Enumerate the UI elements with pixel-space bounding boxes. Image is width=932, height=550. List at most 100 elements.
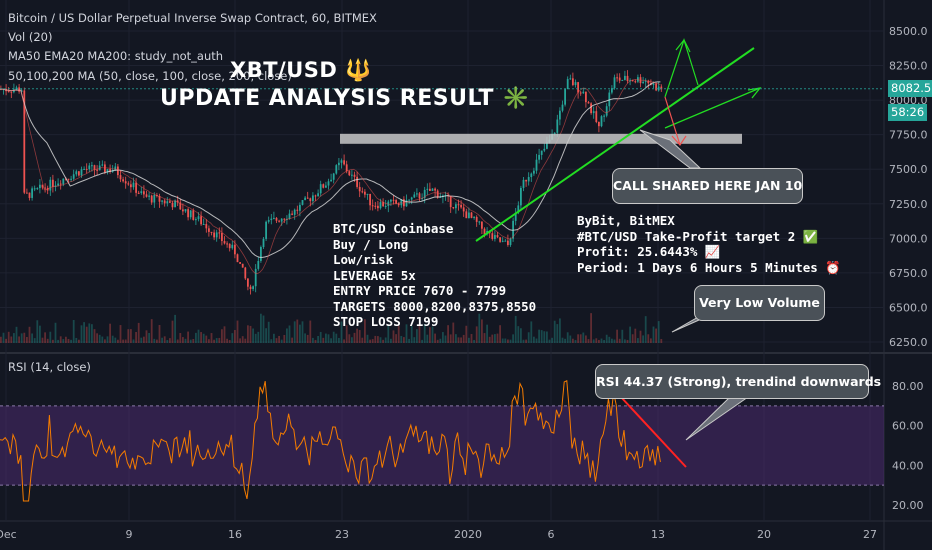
volume-bar [533, 336, 535, 343]
volume-bar [187, 331, 189, 343]
profit-note-line: Period: 1 Days 6 Hours 5 Minutes ⏰ [577, 259, 841, 275]
candle-body [618, 77, 621, 81]
volume-bar [572, 338, 574, 343]
volume-bar [403, 337, 405, 343]
volume-bar [234, 329, 236, 343]
candle-body [122, 179, 124, 182]
volume-bar [611, 338, 613, 343]
candle-body [117, 166, 119, 176]
volume-bar [85, 326, 88, 343]
volume-bar [475, 326, 478, 343]
candle-body [364, 191, 366, 195]
profit-note-line: ByBit, BitMEX [577, 213, 675, 228]
volume-bar [327, 334, 330, 343]
volume-bar [143, 336, 145, 343]
candle-body [265, 221, 267, 239]
volume-bar [613, 339, 616, 343]
candle-body [343, 160, 345, 165]
volume-bar [309, 320, 312, 343]
candle-body [496, 235, 499, 238]
candle-body [254, 268, 257, 287]
candle-body [384, 205, 387, 207]
price-tick-label: 7750.0 [889, 129, 928, 142]
resistance-zone [340, 133, 742, 144]
volume-bar [96, 333, 98, 343]
candle-body [124, 181, 127, 184]
ema-line [0, 79, 661, 275]
volume-bar [10, 336, 13, 343]
volume-bar [208, 339, 210, 343]
candle-body [314, 195, 317, 197]
volume-bar [236, 320, 239, 343]
time-tick-label: Dec [0, 528, 17, 541]
support-trendline [475, 47, 755, 242]
volume-bar [244, 338, 247, 343]
volume-bar [140, 337, 143, 343]
candle-body [431, 188, 434, 191]
candle-body [72, 174, 75, 179]
volume-bar [78, 339, 80, 343]
candle-body [468, 212, 470, 219]
volume-bar [52, 339, 54, 343]
volume-bar [397, 326, 400, 343]
volume-bar [426, 334, 429, 343]
volume-bar [390, 338, 392, 343]
candle-body [234, 244, 236, 255]
volume-bar [75, 337, 78, 343]
volume-bar [260, 313, 262, 343]
volume-bar [5, 338, 7, 343]
candle-body [236, 254, 239, 263]
candle-body [613, 77, 616, 89]
volume-bar [228, 339, 231, 343]
candle-body [210, 231, 213, 233]
headline-update: UPDATE ANALYSIS RESULT ✳️ [160, 86, 530, 111]
candle-body [127, 183, 130, 185]
candle-body [577, 82, 579, 93]
volume-bar [101, 336, 104, 343]
volume-bar [486, 324, 488, 343]
candle-body [171, 202, 174, 208]
volume-bar [179, 332, 182, 343]
profit-note-line: Profit: 25.6443% 📈 [577, 244, 721, 259]
volume-bar [288, 325, 291, 343]
candle-body [455, 204, 457, 209]
profit-note-line: #BTC/USD Take-Profit target 2 ✅ [577, 228, 819, 244]
volume-bar [455, 334, 457, 343]
volume-bar [54, 322, 57, 343]
volume-bar [392, 330, 395, 343]
volume-bar [548, 339, 551, 343]
candle-body [228, 243, 231, 249]
volume-bar [83, 322, 85, 343]
candle-body [538, 154, 540, 160]
volume-bar [98, 334, 101, 343]
volume-bar [223, 326, 226, 343]
volume-bar [262, 315, 265, 343]
volume-bar [481, 319, 483, 343]
candle-body [494, 235, 496, 239]
candle-body [644, 80, 647, 82]
candle-body [291, 213, 293, 215]
candle-body [59, 183, 62, 185]
volume-bar [540, 330, 543, 343]
rsi-downtrend-line [619, 395, 687, 468]
candle-body [75, 171, 78, 175]
candle-body [62, 178, 65, 185]
volume-bar [530, 321, 533, 343]
volume-bar [465, 325, 468, 343]
candle-body [252, 286, 254, 290]
candle-body [392, 199, 395, 201]
volume-bar [374, 335, 377, 343]
volume-bar [569, 335, 572, 343]
volume-bar [616, 329, 618, 343]
candle-body [174, 200, 176, 208]
candle-body [449, 196, 452, 208]
projection-arrowhead [747, 87, 762, 99]
candle-body [153, 195, 156, 203]
headline-pair: XBT/USD 🔱 [230, 58, 372, 82]
candle-body [135, 182, 137, 193]
down-arrowhead [671, 135, 687, 146]
volume-bar [145, 330, 148, 343]
volume-bar [345, 325, 348, 343]
candle-body [520, 187, 522, 206]
